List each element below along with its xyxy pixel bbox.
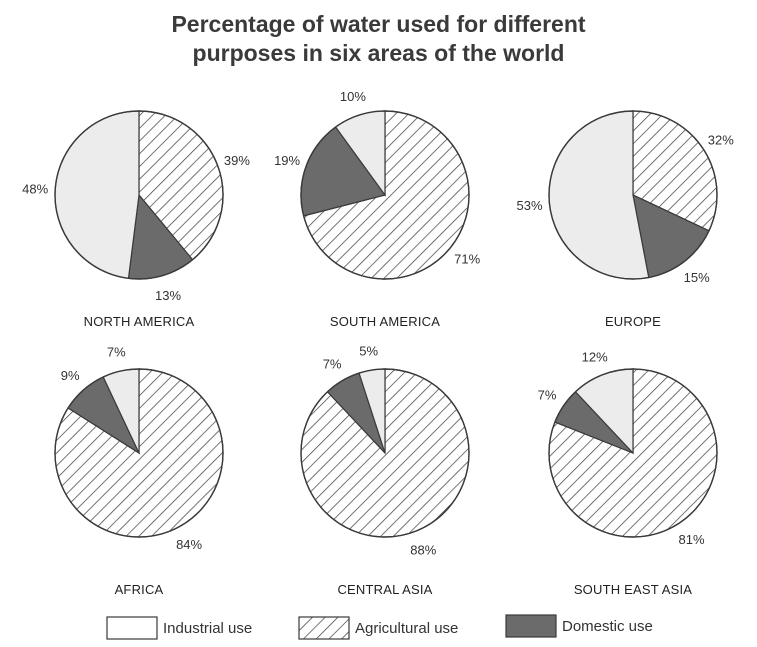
legend: Industrial use Agricultural use Domestic u… [106,614,653,640]
chart-title: Percentage of water used for different p… [0,10,757,68]
legend-label-agricultural: Agricultural use [355,620,458,637]
title-line-2: purposes in six areas of the world [192,40,565,66]
slice-label-industrial-use: 7% [107,345,126,360]
legend-swatch-industrial [106,616,158,640]
pie-outline [54,110,224,280]
region-label: SOUTH AMERICA [330,314,440,329]
region-label: NORTH AMERICA [84,314,195,329]
pie-central-asia: 88% 7% 5% CENTRAL ASIA [300,343,470,597]
region-label: SOUTH EAST ASIA [574,582,692,597]
legend-swatch-domestic [505,614,557,638]
slice-label-industrial-use: 53% [516,198,542,213]
pie-north-america: 39% 13% 48% NORTH AMERICA [22,110,250,329]
pie-outline [54,368,224,538]
slice-label-domestic-use: 9% [61,368,80,383]
pie-south-america: 71% 19% 10% SOUTH AMERICA [274,89,481,329]
pie-outline [548,368,718,538]
legend-label-domestic: Domestic use [562,618,653,635]
slice-label-agricultural-use: 39% [224,153,250,168]
region-label: CENTRAL ASIA [337,582,432,597]
slice-label-agricultural-use: 71% [454,252,480,267]
slice-label-agricultural-use: 84% [176,537,202,552]
pie-europe: 32% 15% 53% EUROPE [516,110,734,329]
slice-label-industrial-use: 48% [22,182,48,197]
pie-south-east-asia: 81% 7% 12% SOUTH EAST ASIA [538,349,718,597]
slice-label-domestic-use: 19% [274,153,300,168]
slice-label-agricultural-use: 88% [410,543,436,558]
slice-label-domestic-use: 15% [684,270,710,285]
region-label: AFRICA [115,582,164,597]
slice-label-agricultural-use: 81% [678,532,704,547]
slice-label-domestic-use: 13% [155,288,181,303]
pie-outline [548,110,718,280]
title-line-1: Percentage of water used for different [171,11,586,37]
slice-label-industrial-use: 5% [359,343,378,358]
legend-item-domestic: Domestic use [505,614,653,638]
pie-africa: 84% 9% 7% AFRICA [54,345,224,597]
legend-item-industrial: Industrial use [106,616,252,640]
legend-swatch-agricultural [298,616,350,640]
slice-label-domestic-use: 7% [323,357,342,372]
pies-group: 39% 13% 48% NORTH AMERICA 71% 19% 10% SOUTH AME… [22,89,734,597]
slice-label-domestic-use: 7% [538,388,557,403]
legend-item-agricultural: Agricultural use [298,616,458,640]
pie-outline [300,110,470,280]
slice-industrial-use [54,110,140,280]
slice-label-agricultural-use: 32% [708,132,734,147]
slice-label-industrial-use: 12% [582,349,608,364]
region-label: EUROPE [605,314,661,329]
legend-label-industrial: Industrial use [163,620,252,637]
pie-outline [300,368,470,538]
slice-label-industrial-use: 10% [340,89,366,104]
